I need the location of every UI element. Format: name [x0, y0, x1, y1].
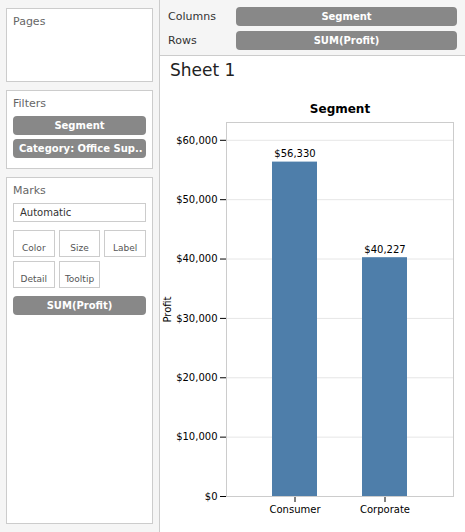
- html-text:Filters: Filters: [13, 97, 46, 110]
- svg-text:$50,000: $50,000: [176, 194, 217, 205]
- svg-text:$56,330: $56,330: [274, 148, 315, 159]
- html-text:Segment: Segment: [54, 120, 105, 131]
- html-text:Size: Size: [70, 243, 89, 253]
- html-text:SUM(Profit): SUM(Profit): [46, 300, 113, 311]
- html-text:SUM(Profit): SUM(Profit): [313, 34, 380, 46]
- svg-text:$60,000: $60,000: [176, 135, 217, 146]
- html-text:Columns: Columns: [168, 9, 216, 23]
- svg-text:$20,000: $20,000: [176, 372, 217, 383]
- html-text:Color: Color: [22, 243, 46, 253]
- html-text:Tooltip: Tooltip: [64, 274, 95, 284]
- html-text:Category: Office Sup..: Category: Office Sup..: [19, 143, 143, 154]
- html-text:Sheet 1: Sheet 1: [170, 60, 236, 80]
- svg-text:$0: $0: [205, 491, 218, 502]
- svg-text:Profit: Profit: [162, 296, 173, 322]
- html-text:Pages: Pages: [13, 15, 46, 28]
- svg-text:$40,227: $40,227: [364, 244, 405, 255]
- html-text:Segment: Segment: [321, 10, 372, 22]
- svg-text:$40,000: $40,000: [176, 253, 217, 264]
- svg-text:Corporate: Corporate: [360, 504, 410, 515]
- html-text:Rows: Rows: [168, 33, 197, 47]
- html-text:Automatic: Automatic: [20, 207, 72, 218]
- svg-text:$10,000: $10,000: [176, 431, 217, 442]
- svg-text:$30,000: $30,000: [176, 313, 217, 324]
- svg-text:Consumer: Consumer: [270, 504, 322, 515]
- html-text:Label: Label: [113, 243, 138, 253]
- svg-text:Segment: Segment: [310, 102, 371, 116]
- html-text:Detail: Detail: [20, 274, 48, 284]
- html-text:Marks: Marks: [13, 184, 46, 197]
